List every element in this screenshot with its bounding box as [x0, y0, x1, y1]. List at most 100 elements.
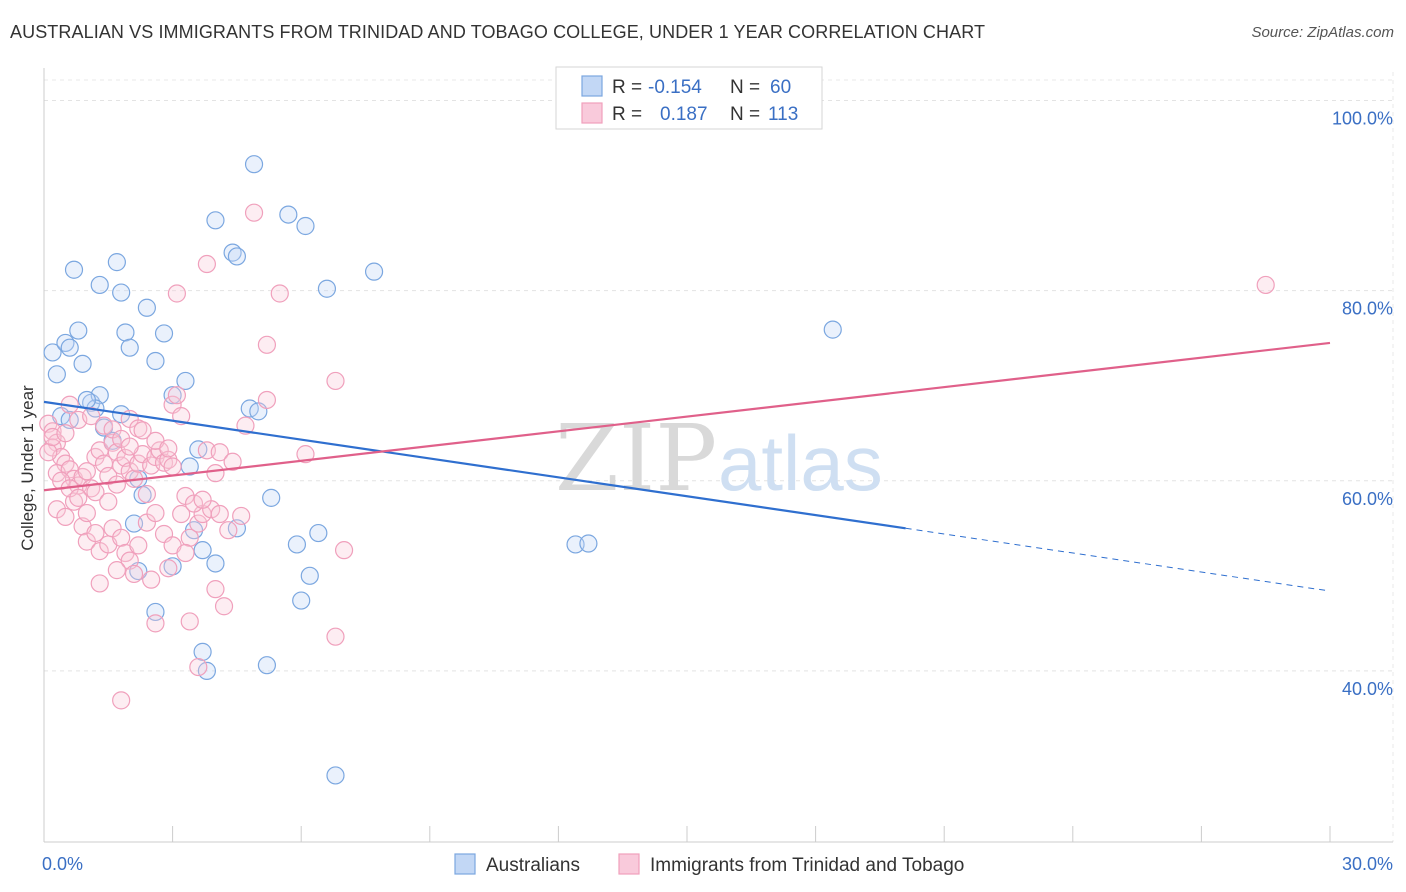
point-australians-41 — [292, 591, 311, 610]
point-trinidad-55 — [232, 506, 251, 526]
point-australians-4 — [60, 338, 79, 357]
watermark: ZIP atlas — [555, 405, 883, 512]
point-australians-15 — [90, 275, 109, 295]
point-australians-25 — [124, 514, 144, 533]
point-australians-33 — [279, 205, 298, 224]
point-australians-55 — [823, 320, 842, 339]
point-trinidad-81 — [210, 443, 229, 462]
point-trinidad-88 — [270, 284, 289, 303]
point-australians-37 — [262, 488, 281, 507]
point-australians-2 — [69, 321, 88, 340]
point-trinidad-109 — [159, 439, 178, 458]
point-trinidad-102 — [107, 475, 126, 494]
bottom-legend-trinidad: Immigrants from Trinidad and Tobago — [650, 855, 964, 876]
point-trinidad-17 — [103, 433, 122, 452]
point-australians-49 — [193, 642, 212, 661]
point-australians-43 — [206, 554, 225, 573]
point-australians-20 — [163, 386, 182, 405]
legend-n-label: N = — [730, 77, 760, 98]
point-trinidad-32 — [56, 507, 75, 526]
x-tick-label-end: 30.0% — [1342, 854, 1393, 874]
point-trinidad-56 — [90, 574, 109, 593]
point-trinidad-67 — [112, 691, 131, 710]
point-trinidad-72 — [94, 416, 114, 435]
correlation-legend: R = -0.154 N = 60 R = 0.187 N = 113 — [555, 66, 823, 130]
point-australians-21 — [176, 371, 195, 391]
trend-line-australians-extension — [905, 527, 1331, 592]
point-australians-27 — [206, 211, 225, 230]
legend-r-label: R = — [612, 104, 642, 125]
point-trinidad-58 — [124, 564, 144, 584]
point-australians-52 — [326, 766, 345, 785]
point-trinidad-85 — [326, 371, 345, 391]
point-australians-11 — [112, 283, 131, 302]
bottom-legend-australians: Australians — [486, 855, 580, 876]
point-trinidad-90 — [197, 254, 216, 274]
point-trinidad-110 — [206, 464, 225, 483]
point-australians-12 — [116, 323, 135, 342]
point-australians-34 — [296, 216, 315, 236]
series-trinidad — [39, 203, 1275, 710]
point-trinidad-60 — [159, 559, 178, 578]
point-trinidad-98 — [69, 488, 88, 507]
point-australians-0 — [43, 343, 62, 362]
point-australians-16 — [64, 260, 84, 279]
point-trinidad-108 — [133, 421, 152, 440]
point-trinidad-50 — [189, 514, 208, 533]
point-australians-13 — [120, 338, 139, 357]
point-trinidad-91 — [257, 335, 277, 354]
data-points — [39, 155, 1275, 785]
legend-n-value-trinidad: 113 — [768, 104, 798, 125]
point-trinidad-87 — [244, 203, 264, 222]
point-australians-40 — [300, 566, 319, 585]
point-trinidad-62 — [206, 580, 225, 599]
chart-source: Source: ZipAtlas.com — [1251, 24, 1394, 41]
watermark-zip: ZIP — [555, 405, 717, 512]
point-trinidad-111 — [223, 452, 242, 471]
point-trinidad-89 — [167, 284, 186, 303]
point-trinidad-71 — [82, 407, 101, 426]
point-australians-3 — [47, 365, 66, 384]
point-australians-17 — [137, 298, 156, 317]
point-trinidad-94 — [39, 443, 58, 462]
legend-n-value-australians: 60 — [770, 77, 791, 98]
y-tick-label-1: 60.0% — [1342, 489, 1393, 509]
point-trinidad-48 — [172, 504, 191, 524]
legend-swatch-australians — [581, 75, 603, 97]
point-australians-29 — [227, 247, 246, 266]
point-trinidad-36 — [86, 523, 105, 543]
y-tick-labels: 40.0% 60.0% 80.0% 100.0% — [1332, 109, 1393, 699]
point-trinidad-112 — [56, 424, 75, 443]
legend-r-value-trinidad: 0.187 — [660, 104, 708, 125]
legend-swatch-trinidad — [581, 102, 603, 124]
point-australians-19 — [154, 324, 174, 343]
point-trinidad-107 — [120, 437, 139, 456]
legend-r-label: R = — [612, 77, 642, 98]
chart-title: AUSTRALIAN VS IMMIGRANTS FROM TRINIDAD A… — [10, 22, 986, 42]
y-axis-title: College, Under 1 year — [18, 385, 37, 551]
legend-n-label: N = — [730, 104, 760, 125]
point-trinidad-103 — [137, 484, 156, 504]
bottom-legend-swatch-australians — [454, 853, 476, 875]
point-trinidad-83 — [257, 390, 277, 410]
x-tick-labels: 0.0% 30.0% — [42, 854, 1393, 874]
trend-line-trinidad — [43, 341, 1331, 492]
point-trinidad-11 — [77, 462, 96, 481]
point-trinidad-65 — [180, 612, 199, 631]
point-trinidad-45 — [146, 503, 165, 523]
point-australians-54 — [579, 534, 598, 553]
axes — [43, 68, 1393, 843]
point-australians-36 — [364, 262, 384, 281]
point-trinidad-43 — [129, 536, 148, 555]
point-trinidad-59 — [142, 570, 161, 589]
legend-r-value-australians: -0.154 — [648, 77, 702, 98]
point-trinidad-86 — [167, 386, 186, 405]
point-trinidad-64 — [146, 614, 165, 633]
point-australians-53 — [566, 535, 585, 554]
series-legend: Australians Immigrants from Trinidad and… — [454, 853, 964, 876]
point-trinidad-40 — [112, 528, 131, 547]
point-australians-51 — [257, 656, 277, 675]
point-trinidad-30 — [163, 457, 182, 476]
trend-lines — [43, 341, 1331, 592]
